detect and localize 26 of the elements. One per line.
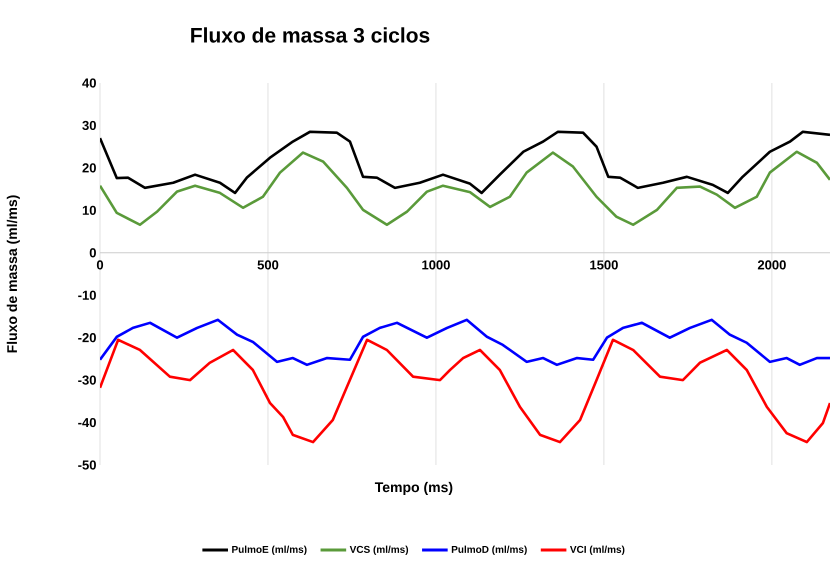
- y-tick-label: 20: [82, 163, 96, 172]
- line-series: [100, 338, 830, 444]
- legend-label: VCS (ml/ms): [350, 546, 408, 555]
- x-tick-label: 1000: [422, 260, 450, 270]
- line-series: [100, 318, 830, 366]
- y-tick-label: 10: [82, 206, 96, 215]
- y-tick-label: 40: [82, 78, 96, 88]
- y-axis-title: Fluxo de massa (ml/ms): [6, 195, 20, 352]
- x-tick-label: 0: [96, 260, 104, 270]
- y-tick-label: 0: [90, 248, 96, 258]
- y-tick-label: -20: [78, 333, 96, 342]
- y-tick-label: -30: [78, 375, 96, 385]
- x-tick-label: 1500: [590, 260, 618, 270]
- y-tick-label: -40: [78, 418, 96, 428]
- x-tick-label: 500: [258, 260, 278, 270]
- line-series: [100, 130, 830, 194]
- y-tick-label: 30: [82, 120, 96, 130]
- x-axis-title: Tempo (ms): [374, 482, 452, 495]
- y-tick-label: -10: [78, 290, 96, 300]
- legend-label: PulmoD (ml/ms): [452, 546, 527, 555]
- line-series: [100, 150, 830, 226]
- legend-label: PulmoE (ml/ms): [232, 546, 307, 555]
- x-tick-label: 2000: [758, 260, 786, 270]
- legend-label: VCI (ml/ms): [570, 546, 624, 555]
- chart-title: Fluxo de massa 3 ciclos: [191, 27, 430, 43]
- y-tick-label: -50: [78, 460, 96, 470]
